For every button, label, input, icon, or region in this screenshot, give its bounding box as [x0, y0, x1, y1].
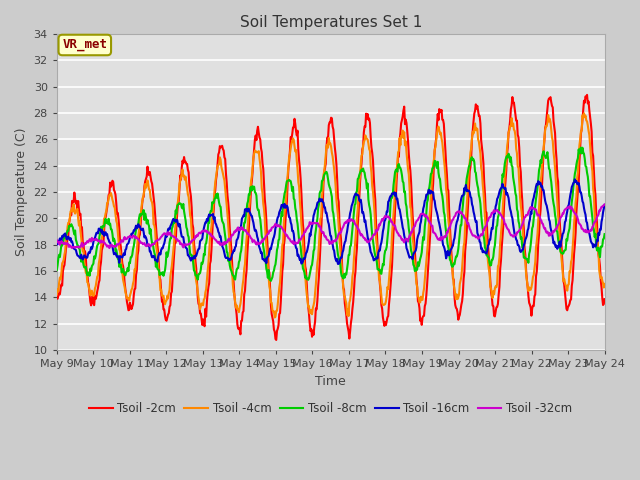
Tsoil -8cm	[577, 145, 585, 151]
Tsoil -8cm	[175, 201, 182, 207]
Tsoil -8cm	[63, 230, 70, 236]
Tsoil -32cm	[120, 236, 128, 241]
Line: Tsoil -16cm: Tsoil -16cm	[57, 180, 605, 264]
Tsoil -16cm	[53, 240, 61, 246]
Tsoil -4cm	[414, 294, 422, 300]
Tsoil -4cm	[204, 268, 211, 274]
Tsoil -4cm	[119, 277, 127, 283]
Tsoil -32cm	[53, 237, 61, 243]
Tsoil -4cm	[63, 234, 70, 240]
Line: Tsoil -4cm: Tsoil -4cm	[57, 113, 605, 317]
Tsoil -16cm	[119, 252, 127, 258]
X-axis label: Time: Time	[316, 375, 346, 388]
Tsoil -2cm	[63, 242, 70, 248]
Tsoil -2cm	[583, 92, 591, 98]
Tsoil -16cm	[63, 237, 70, 242]
Tsoil -8cm	[267, 278, 275, 284]
Tsoil -32cm	[106, 245, 113, 251]
Tsoil -16cm	[175, 224, 182, 229]
Tsoil -4cm	[580, 110, 588, 116]
Tsoil -16cm	[414, 233, 422, 239]
Tsoil -32cm	[601, 202, 609, 207]
Y-axis label: Soil Temperature (C): Soil Temperature (C)	[15, 128, 28, 256]
Tsoil -4cm	[271, 314, 278, 320]
Tsoil -2cm	[414, 299, 422, 304]
Tsoil -4cm	[53, 292, 61, 298]
Tsoil -16cm	[204, 218, 211, 224]
Tsoil -4cm	[398, 133, 406, 139]
Tsoil -32cm	[205, 230, 212, 236]
Tsoil -8cm	[414, 259, 422, 265]
Tsoil -2cm	[175, 198, 182, 204]
Tsoil -8cm	[398, 172, 406, 178]
Tsoil -8cm	[119, 266, 127, 272]
Tsoil -16cm	[601, 202, 609, 208]
Tsoil -4cm	[601, 281, 609, 287]
Tsoil -2cm	[273, 337, 280, 343]
Tsoil -32cm	[398, 237, 406, 243]
Tsoil -2cm	[119, 264, 127, 269]
Legend: Tsoil -2cm, Tsoil -4cm, Tsoil -8cm, Tsoil -16cm, Tsoil -32cm: Tsoil -2cm, Tsoil -4cm, Tsoil -8cm, Tsoi…	[84, 397, 577, 420]
Tsoil -4cm	[175, 192, 182, 197]
Tsoil -2cm	[601, 296, 609, 302]
Tsoil -32cm	[63, 240, 70, 246]
Tsoil -16cm	[398, 219, 406, 225]
Tsoil -8cm	[204, 228, 211, 234]
Tsoil -2cm	[204, 290, 211, 296]
Tsoil -32cm	[175, 238, 183, 244]
Line: Tsoil -8cm: Tsoil -8cm	[57, 148, 605, 281]
Tsoil -32cm	[414, 217, 422, 223]
Text: VR_met: VR_met	[62, 38, 108, 51]
Tsoil -8cm	[601, 231, 609, 237]
Line: Tsoil -2cm: Tsoil -2cm	[57, 95, 605, 340]
Title: Soil Temperatures Set 1: Soil Temperatures Set 1	[239, 15, 422, 30]
Tsoil -2cm	[398, 117, 406, 123]
Tsoil -2cm	[53, 289, 61, 295]
Tsoil -16cm	[334, 261, 342, 267]
Tsoil -8cm	[53, 267, 61, 273]
Tsoil -16cm	[571, 177, 579, 182]
Line: Tsoil -32cm: Tsoil -32cm	[57, 204, 605, 248]
